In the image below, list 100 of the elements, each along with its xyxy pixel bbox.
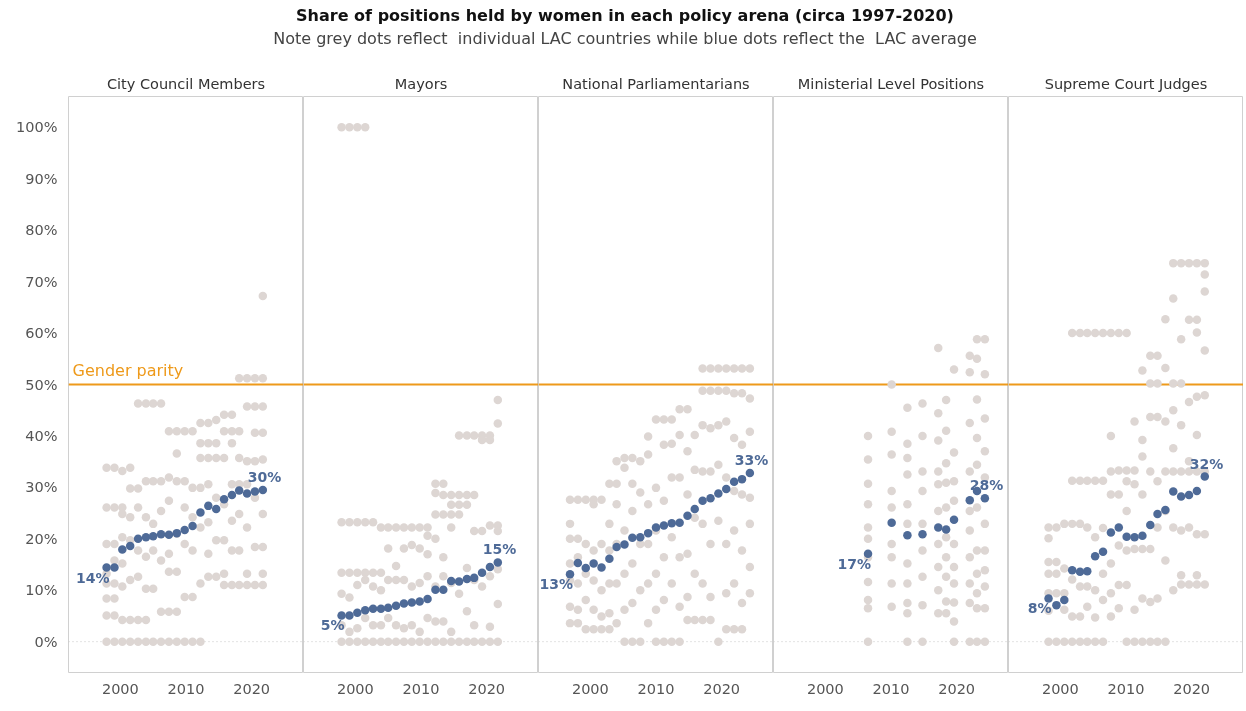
point [454, 637, 464, 646]
point [439, 617, 448, 626]
point [1052, 589, 1061, 598]
point [1169, 379, 1178, 388]
point [918, 637, 927, 646]
x-tick-label: 2010 [872, 680, 910, 697]
point [887, 503, 896, 512]
point [903, 637, 912, 646]
point [172, 567, 182, 576]
point [1075, 582, 1085, 591]
x2-axis-title: Mayors [394, 75, 448, 92]
point [643, 500, 653, 509]
point [1052, 569, 1061, 578]
point [141, 584, 151, 593]
point [636, 533, 645, 542]
point [1060, 637, 1069, 646]
point [941, 597, 951, 606]
point [863, 577, 873, 587]
point [589, 559, 598, 568]
point [698, 519, 707, 529]
point [683, 615, 692, 625]
point [1184, 258, 1194, 268]
point [156, 607, 166, 617]
point [102, 594, 111, 603]
point [360, 518, 370, 527]
point [714, 386, 723, 395]
point [180, 476, 189, 486]
point [659, 496, 669, 505]
point [204, 549, 213, 558]
point [110, 637, 119, 646]
point [125, 463, 135, 473]
point [972, 395, 982, 404]
point [118, 582, 127, 591]
point [565, 519, 575, 529]
ref-line-label: Gender parity [72, 360, 184, 380]
point [949, 562, 959, 572]
point [345, 611, 354, 620]
point [407, 523, 417, 532]
point [667, 519, 676, 528]
point [102, 503, 111, 512]
point [102, 637, 111, 646]
x-tick-label: 2020 [468, 680, 506, 697]
point [133, 484, 143, 493]
point [211, 415, 221, 425]
x-tick-label: 2020 [703, 680, 741, 697]
point [721, 625, 731, 634]
point [1192, 580, 1202, 589]
point [949, 539, 959, 549]
point [863, 534, 873, 544]
point [1067, 328, 1077, 338]
point [1153, 412, 1162, 422]
point [337, 637, 346, 646]
point [242, 402, 252, 411]
point [1161, 417, 1170, 426]
point [1176, 379, 1186, 388]
point [863, 549, 873, 558]
point [605, 546, 614, 555]
point [133, 615, 143, 625]
point [903, 559, 912, 568]
point [972, 335, 982, 344]
y-tick-label: 50% [25, 376, 58, 393]
point [980, 369, 990, 379]
x-tick-label: 2020 [1173, 680, 1211, 697]
data-label: 13% [539, 576, 574, 593]
point [698, 615, 707, 625]
point [242, 569, 252, 578]
point [903, 500, 912, 509]
point [345, 637, 354, 646]
point [431, 510, 440, 519]
point [706, 467, 715, 476]
point [745, 364, 755, 373]
point [360, 123, 370, 132]
y-tick-label: 0% [34, 633, 58, 650]
point [1075, 567, 1085, 576]
point [1130, 466, 1139, 475]
point [659, 521, 669, 530]
point [383, 523, 393, 532]
point [706, 539, 715, 549]
x2-axis-title: City Council Members [106, 75, 266, 92]
point [565, 618, 575, 628]
point [706, 423, 715, 433]
point [1200, 270, 1210, 279]
point [597, 612, 606, 621]
point [737, 625, 747, 634]
point [141, 399, 151, 408]
point [690, 513, 699, 522]
point [242, 456, 252, 466]
point [573, 534, 583, 544]
point [949, 617, 959, 626]
point [643, 579, 653, 588]
point [125, 637, 135, 646]
point [941, 478, 951, 487]
x-tick-label: 2000 [336, 680, 374, 697]
point [605, 579, 614, 588]
point [493, 419, 503, 428]
point [1176, 492, 1186, 501]
point [737, 490, 747, 499]
point [250, 402, 260, 411]
point [399, 523, 409, 532]
point [1138, 637, 1147, 646]
